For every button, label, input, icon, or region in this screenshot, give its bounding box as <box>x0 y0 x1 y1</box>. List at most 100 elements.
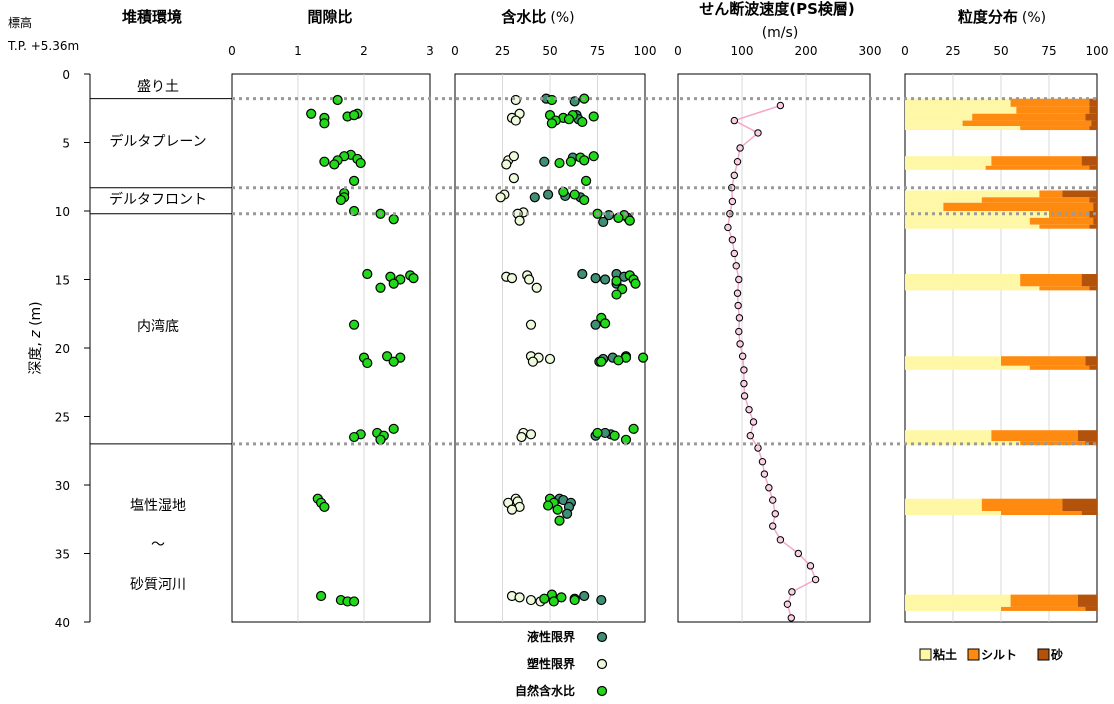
natural-water-point <box>637 352 649 363</box>
shear-wave-point <box>724 223 732 232</box>
liquid-limit-point <box>599 274 611 285</box>
shear-wave-point <box>760 470 769 478</box>
shear-wave-line <box>727 104 817 619</box>
shear-wave-point <box>730 249 739 258</box>
shear-wave-point <box>734 301 742 310</box>
water-content-tick-label: 50 <box>542 44 557 58</box>
clay-band <box>905 274 1021 287</box>
shear-wave-point <box>728 197 737 206</box>
grain-size-tick-label: 100 <box>1086 44 1109 58</box>
water-content-title: 含水比 <box>501 8 546 26</box>
natural-water-point <box>579 155 590 166</box>
plastic-limit-point <box>508 173 520 184</box>
depth-tick-label: 25 <box>55 411 70 425</box>
shear-wave-point <box>754 129 762 137</box>
legend-plastic-limit-marker <box>596 658 608 670</box>
clay-band <box>905 106 1017 114</box>
shear-wave-point <box>783 600 792 608</box>
grain-size-tick-label: 25 <box>945 44 960 58</box>
shear-wave-point <box>765 484 773 492</box>
natural-water-point <box>319 118 330 129</box>
depth-tick-label: 0 <box>62 68 70 82</box>
grain-size-legend: 粘土 シルト 砂 <box>919 647 1063 662</box>
shear-wave-point <box>732 262 740 270</box>
shear-wave-tick-label: 0 <box>674 44 682 58</box>
clay-band <box>905 190 1040 198</box>
sand-band <box>1081 274 1097 287</box>
shear-wave-title-paren: (PS検層) <box>789 0 855 18</box>
water-content-tick-label: 75 <box>590 44 605 58</box>
liquid-limit-point <box>579 590 590 602</box>
depth-tick-label: 30 <box>55 479 70 493</box>
environment-title: 堆積環境 <box>122 8 182 26</box>
silt-band <box>1039 286 1090 291</box>
depth-axis-label: 深度, z (m) <box>28 301 44 374</box>
clay-band <box>905 511 1001 516</box>
sand-band <box>1062 190 1097 198</box>
shear-wave-point <box>787 614 795 622</box>
natural-water-point <box>569 189 580 200</box>
silt-band <box>1010 594 1078 607</box>
shear-wave-point <box>769 496 777 504</box>
depth-axis-label-text: 深度, <box>28 338 44 375</box>
shear-wave-panel: 0 100 200 300 <box>674 44 882 623</box>
plastic-limit-point <box>514 215 525 226</box>
silt-band <box>1001 356 1086 366</box>
legend-clay-swatch <box>919 648 932 661</box>
shear-wave-point <box>733 157 742 166</box>
natural-water-point <box>362 268 373 280</box>
legend-natural-water-label: 自然含水比 <box>515 683 575 698</box>
natural-water-point <box>588 111 599 122</box>
legend-sand-swatch <box>1037 648 1050 661</box>
void-ratio-title: 間隙比 <box>307 8 352 26</box>
clay-band <box>905 98 1011 107</box>
shear-wave-point <box>736 340 744 348</box>
legend-liquid-limit-marker <box>596 631 608 643</box>
natural-water-point <box>319 501 330 513</box>
silt-band <box>1010 98 1090 107</box>
plastic-limit-point <box>501 159 512 170</box>
shear-wave-point <box>735 327 743 336</box>
void-ratio-tick-label: 2 <box>360 44 368 58</box>
natural-water-point <box>355 157 366 169</box>
silt-band <box>972 113 1086 121</box>
shear-wave-tick-label: 300 <box>859 44 882 58</box>
liquid-limit-point <box>577 268 588 280</box>
sand-band <box>1089 165 1097 170</box>
silt-band <box>991 430 1078 442</box>
depth-axis-variable: z <box>28 330 44 339</box>
natural-water-point <box>388 278 399 289</box>
water-content-panel: 0 25 50 75 100 <box>451 44 657 623</box>
natural-water-point <box>349 319 360 330</box>
void-ratio-tick-label: 1 <box>294 44 302 58</box>
legend-silt-swatch <box>967 648 980 661</box>
water-content-tick-label: 100 <box>634 44 657 58</box>
shear-wave-point <box>776 101 785 110</box>
natural-water-point <box>599 318 611 329</box>
sand-band <box>1091 120 1097 127</box>
shear-wave-point <box>754 444 762 452</box>
zone-label: 塩性湿地 <box>130 498 186 514</box>
silt-band <box>985 165 1090 170</box>
shear-wave-point <box>733 289 742 297</box>
zone-label: 砂質河川 <box>130 577 186 593</box>
natural-water-point <box>539 593 550 604</box>
silt-band <box>1020 126 1090 131</box>
liquid-limit-point <box>596 594 607 606</box>
natural-water-point <box>552 504 563 515</box>
grain-size-title-group: 粒度分布 (%) <box>958 8 1046 26</box>
shear-wave-point <box>749 418 758 426</box>
clay-band <box>905 120 963 127</box>
natural-water-point <box>546 118 558 129</box>
silt-band <box>981 498 1063 512</box>
shear-wave-point <box>740 366 748 374</box>
natural-water-point <box>349 175 360 186</box>
clay-band <box>905 286 1040 291</box>
depth-tick-label: 15 <box>55 274 70 288</box>
sand-band <box>1085 606 1097 611</box>
natural-water-point <box>628 423 639 434</box>
plastic-limit-point <box>508 151 520 162</box>
sand-band <box>1089 197 1097 203</box>
silt-band <box>943 202 1094 211</box>
